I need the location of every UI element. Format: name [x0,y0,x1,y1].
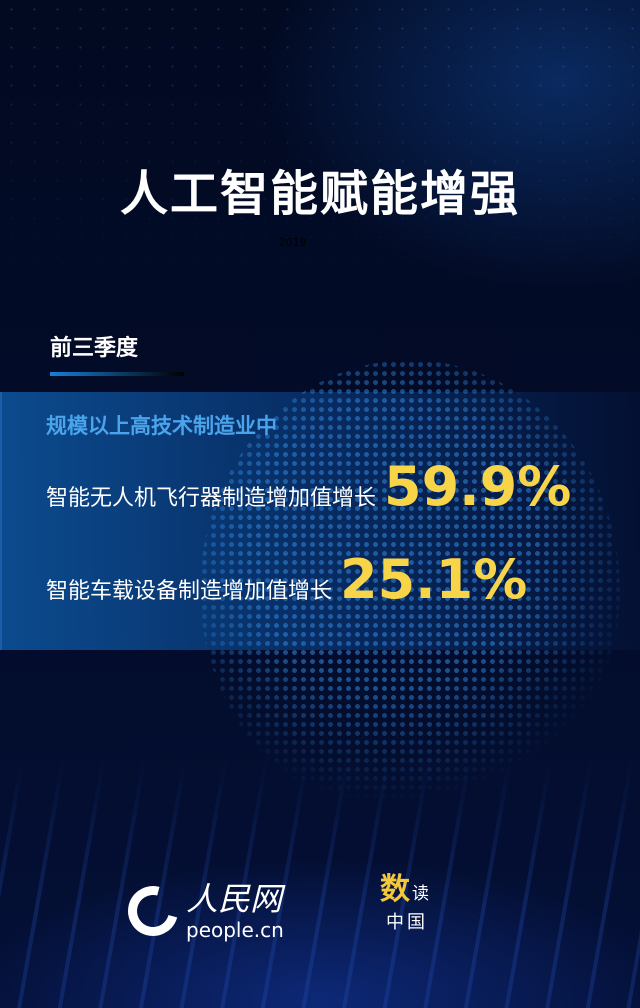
people-logo-icon [118,876,188,946]
period-underline [50,372,184,376]
logo-text-group: 人民网 people.cn [186,880,284,942]
starfield [0,0,640,300]
stat-label: 智能车载设备制造增加值增长 [46,579,333,604]
dotted-globe [200,360,620,820]
brand-top-line: 数读 [380,872,429,912]
logo-url: people.cn [186,918,284,942]
page-title: 人工智能赋能增强 [119,166,520,222]
brand-char-a: 数 [380,872,410,907]
stat-value: 25.1% [340,548,528,611]
brand-mark: 数读 中国 [380,872,429,934]
stat-value: 59.9% [384,455,572,518]
brand-char-c: 中国 [386,912,428,933]
year-label: 2019 [278,236,307,249]
stat-row: 智能车载设备制造增加值增长 25.1% [46,548,527,611]
people-logo: 人民网 people.cn [118,876,284,946]
logo-text: 人民网 [186,880,283,918]
brand-char-b: 读 [412,884,429,904]
period-label: 前三季度 [50,335,139,361]
stat-row: 智能无人机飞行器制造增加值增长 59.9% [46,455,571,518]
stat-label: 智能无人机飞行器制造增加值增长 [46,486,377,511]
panel-subtitle: 规模以上高技术制造业中 [46,414,277,438]
